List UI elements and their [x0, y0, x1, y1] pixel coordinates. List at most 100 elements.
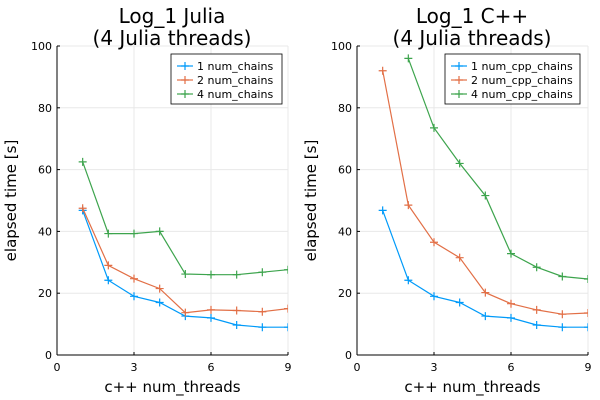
series-line-3 — [82, 161, 288, 276]
data-point — [232, 306, 241, 315]
data-point — [532, 305, 541, 314]
data-point — [104, 276, 113, 285]
data-point — [430, 292, 438, 301]
chart-title-line: (4 Julia threads) — [93, 26, 252, 50]
plot-area — [378, 54, 588, 332]
legend-marker — [455, 76, 463, 84]
legend-marker — [181, 76, 189, 84]
data-point — [507, 313, 515, 322]
data-point — [584, 308, 588, 317]
x-tick-label: 9 — [285, 361, 292, 374]
data-point — [584, 323, 588, 332]
data-point — [558, 323, 567, 332]
x-axis-label: c++ num_threads — [404, 378, 540, 397]
y-tick-label: 0 — [45, 349, 52, 362]
legend-entry: 4 num_cpp_chains — [471, 88, 573, 101]
chart-panel-1: 0 3 6 9 0 20 40 60 80 100 Log_1 Julia (4 Julia thre… — [2, 4, 292, 397]
x-tick-label: 9 — [585, 361, 592, 374]
legend-entry: 4 num_chains — [197, 88, 273, 101]
series-line-3 — [407, 58, 588, 280]
x-tick-label: 6 — [208, 361, 215, 374]
data-point — [404, 276, 413, 285]
data-point — [104, 261, 113, 270]
legend-marker — [181, 90, 189, 98]
x-axis-label: c++ num_threads — [104, 378, 240, 397]
data-point — [207, 305, 215, 314]
data-point — [207, 270, 215, 279]
data-point — [130, 229, 138, 238]
x-tick-label: 3 — [431, 361, 438, 374]
data-point — [481, 288, 490, 297]
data-point — [258, 268, 267, 277]
legend-entry: 2 num_cpp_chains — [471, 74, 573, 87]
data-point — [455, 298, 464, 307]
x-tick-label: 0 — [54, 361, 61, 374]
data-point — [404, 54, 413, 63]
data-point — [207, 313, 215, 322]
legend-entry: 1 num_cpp_chains — [471, 60, 573, 73]
legend-box — [170, 53, 283, 105]
chart-panel-2: 0 3 6 9 0 20 40 60 80 100 Log_1 C++ (4 Julia thread… — [302, 4, 592, 397]
data-point — [404, 201, 413, 210]
data-point — [284, 265, 288, 274]
data-point — [130, 274, 138, 283]
data-point — [104, 229, 113, 238]
y-axis-label: elapsed time [s] — [302, 140, 320, 262]
chart-title-line: Log_1 C++ — [416, 4, 528, 28]
x-tick-label: 6 — [508, 361, 515, 374]
data-point — [258, 323, 267, 332]
y-tick-label: 100 — [331, 40, 352, 53]
data-point — [155, 284, 164, 293]
data-point — [481, 191, 490, 200]
y-tick-label: 40 — [338, 225, 352, 238]
series-line-1 — [382, 210, 588, 328]
chart-title: Log_1 Julia (4 Julia threads) — [93, 4, 252, 50]
data-point — [558, 310, 567, 319]
plot-area — [78, 157, 288, 332]
data-point — [532, 263, 541, 272]
y-tick-label: 80 — [38, 102, 52, 115]
y-axis-label: elapsed time [s] — [2, 140, 20, 262]
data-point — [532, 321, 541, 330]
data-point — [258, 307, 267, 316]
data-point — [481, 312, 490, 321]
data-point — [181, 270, 190, 279]
data-point — [284, 304, 288, 313]
chart-title: Log_1 C++ (4 Julia threads) — [393, 4, 552, 50]
data-point — [155, 227, 164, 236]
y-tick-label: 20 — [338, 287, 352, 300]
chart-title-line: (4 Julia threads) — [393, 26, 552, 50]
data-point — [78, 157, 87, 166]
x-tick-label: 3 — [131, 361, 138, 374]
y-tick-label: 60 — [38, 164, 52, 177]
data-point — [155, 298, 164, 307]
data-point — [181, 308, 190, 317]
x-tick-label: 0 — [354, 361, 361, 374]
legend-marker — [455, 90, 463, 98]
y-tick-label: 0 — [345, 349, 352, 362]
series-line-2 — [82, 207, 288, 314]
y-tick-label: 80 — [338, 102, 352, 115]
legend-entry: 2 num_chains — [197, 74, 273, 87]
data-point — [378, 66, 387, 75]
data-point — [455, 253, 464, 262]
data-point — [130, 292, 138, 301]
data-point — [455, 159, 464, 168]
y-tick-label: 100 — [31, 40, 52, 53]
data-point — [284, 323, 288, 332]
legend-marker — [181, 62, 189, 70]
data-point — [507, 249, 515, 258]
data-point — [507, 299, 515, 308]
data-point — [232, 270, 241, 279]
legend-marker — [455, 62, 463, 70]
legend-box — [444, 53, 581, 105]
y-tick-label: 20 — [38, 287, 52, 300]
data-point — [232, 321, 241, 330]
data-point — [378, 206, 387, 215]
y-tick-label: 60 — [338, 164, 352, 177]
chart-title-line: Log_1 Julia — [119, 4, 226, 28]
data-point — [430, 123, 438, 132]
